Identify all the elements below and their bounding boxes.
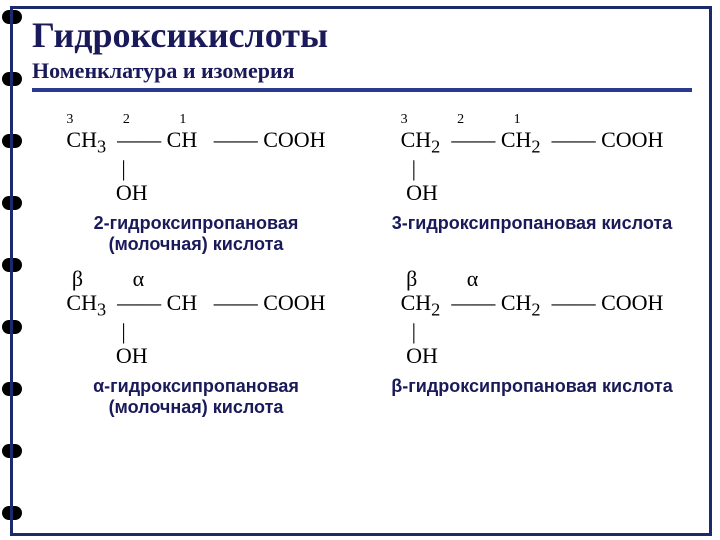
formula-caption: α-гидроксипропановая(молочная) кислота bbox=[93, 376, 299, 418]
formula-cell: 3 2 1 CH2 —— CH2 —— COOH | OH 3-гидроксип… bbox=[364, 104, 700, 255]
chemical-formula: 3 2 1 CH2 —— CH2 —— COOH | OH bbox=[401, 104, 664, 205]
formula-caption: 2-гидроксипропановая(молочная) кислота bbox=[94, 213, 299, 255]
chemical-formula: 3 2 1 CH3 —— CH —— COOH | OH bbox=[66, 104, 325, 205]
content-grid: 3 2 1 CH3 —— CH —— COOH | OH 2-гидроксипр… bbox=[28, 104, 700, 418]
formula-cell: 3 2 1 CH3 —— CH —— COOH | OH 2-гидроксипр… bbox=[28, 104, 364, 255]
formula-caption: β-гидроксипропановая кислота bbox=[391, 376, 672, 397]
divider bbox=[32, 88, 692, 92]
chemical-formula: β α CH3 —— CH —— COOH | OH bbox=[66, 267, 325, 368]
slide-title: Гидроксикислоты bbox=[32, 14, 328, 56]
formula-caption: 3-гидроксипропановая кислота bbox=[392, 213, 672, 234]
formula-cell: β α CH2 —— CH2 —— COOH | OH β-гидроксипро… bbox=[364, 267, 700, 418]
chemical-formula: β α CH2 —— CH2 —— COOH | OH bbox=[401, 267, 664, 368]
formula-cell: β α CH3 —— CH —— COOH | OH α-гидроксипроп… bbox=[28, 267, 364, 418]
slide-subtitle: Номенклатура и изомерия bbox=[32, 58, 295, 84]
